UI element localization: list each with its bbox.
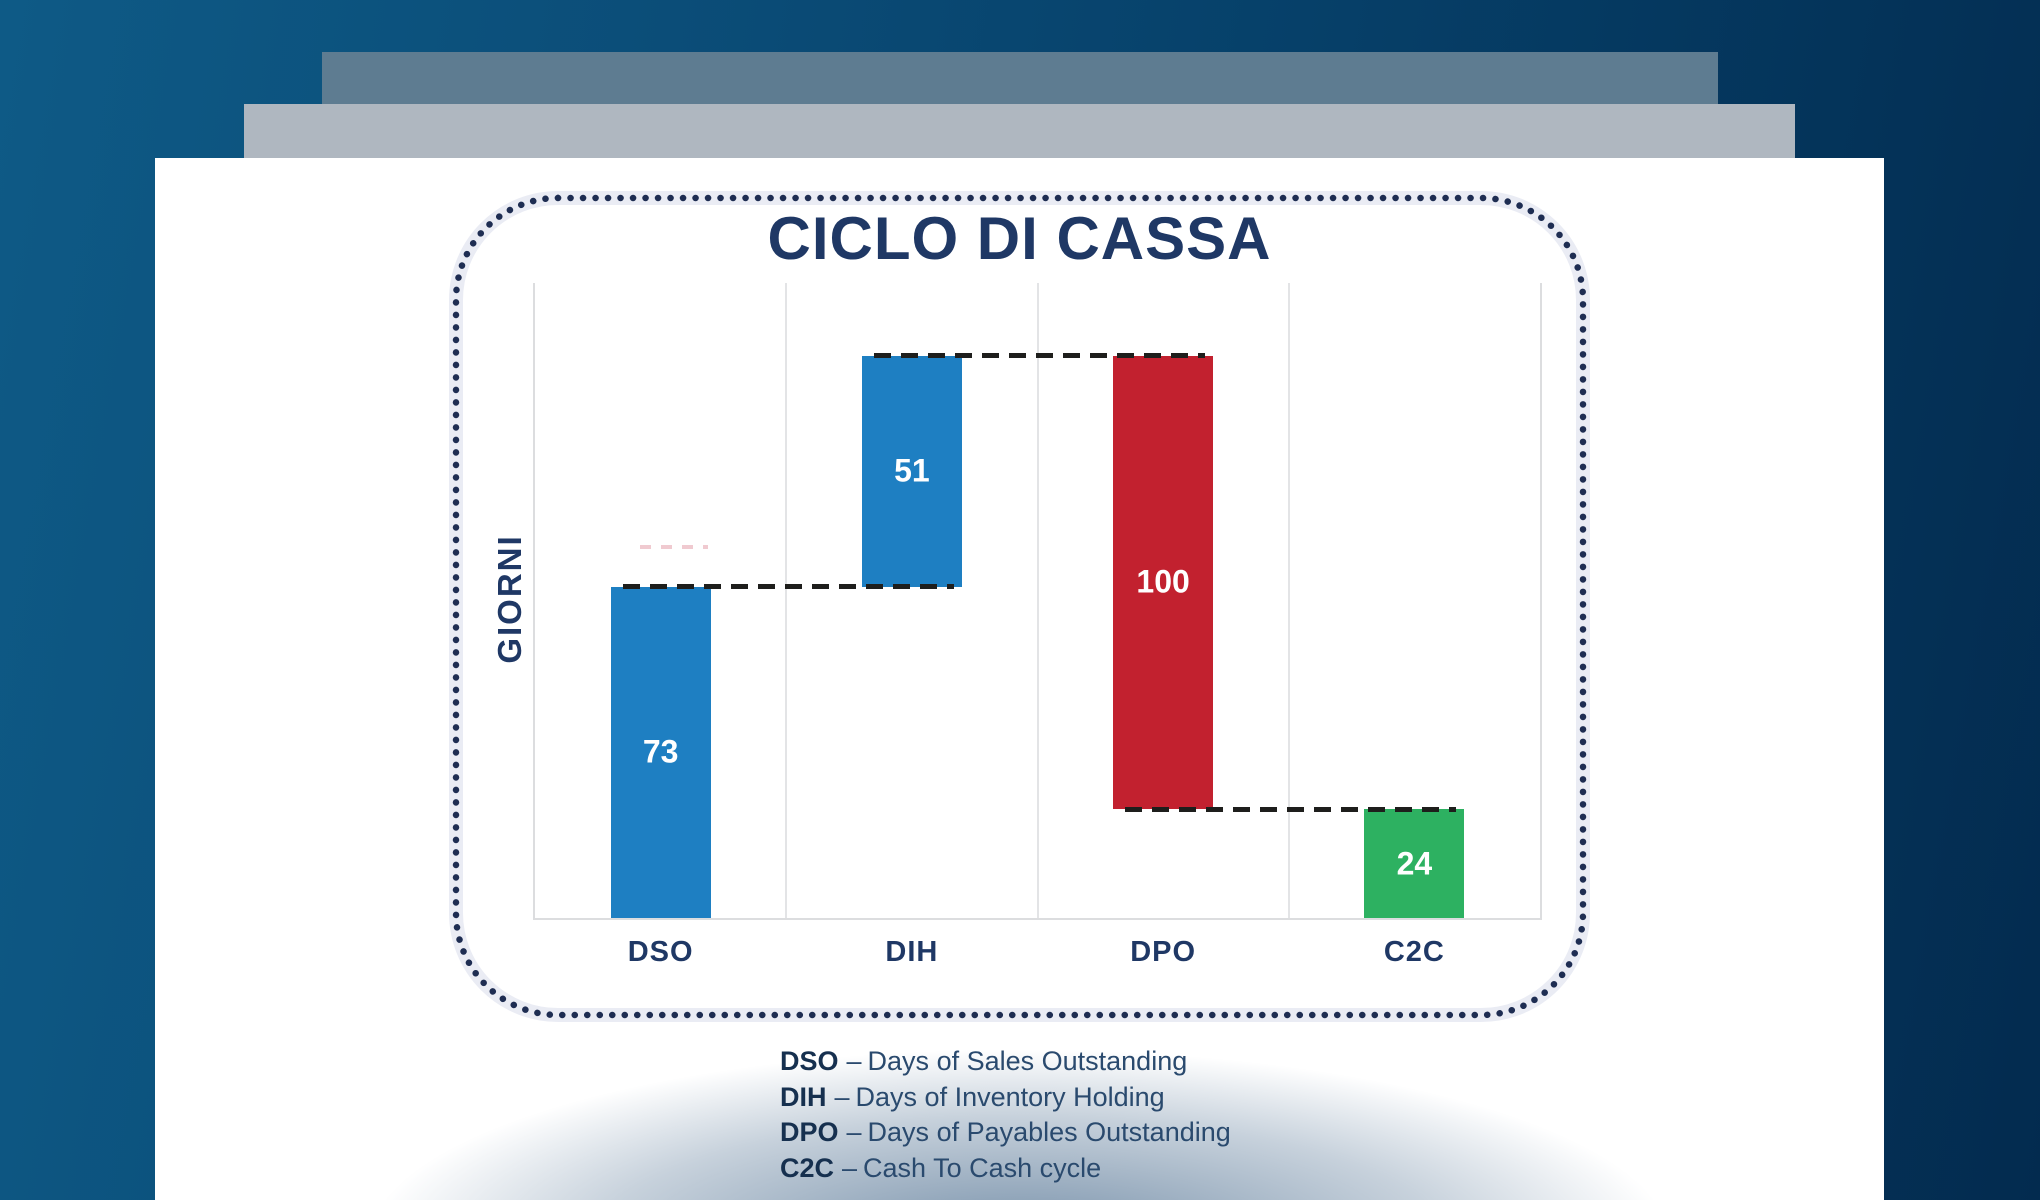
x-axis-label-c2c: C2C — [1383, 936, 1445, 968]
legend-abbr: C2C — [780, 1152, 835, 1183]
legend-item: C2C – Cash To Cash cycle — [780, 1151, 1231, 1187]
plot-area: 73 DSO 51 DIH 100 DPO 24 C2C — [533, 283, 1542, 968]
legend-separator: – — [842, 1152, 858, 1183]
legend-desc: Days of Inventory Holding — [855, 1081, 1165, 1112]
bar-value-label: 24 — [1396, 845, 1433, 882]
dotted-border — [449, 191, 1590, 1022]
bar-dih: 51 — [861, 355, 962, 587]
legend: DSO – Days of Sales Outstanding DIH – Days o… — [780, 1044, 1231, 1186]
connector-dash — [622, 584, 954, 590]
legend-separator: – — [834, 1081, 850, 1112]
gridline — [1287, 283, 1290, 918]
legend-abbr: DIH — [780, 1081, 827, 1112]
bar-value-label: 51 — [894, 452, 930, 489]
connector-dash — [1125, 806, 1457, 812]
chart-title: CICLO DI CASSA — [767, 205, 1272, 272]
x-axis-label-dso: DSO — [627, 936, 694, 968]
x-axis-label-dih: DIH — [885, 936, 939, 968]
bar-dpo: 100 — [1113, 355, 1214, 810]
legend-item: DSO – Days of Sales Outstanding — [780, 1044, 1231, 1080]
legend-desc: Days of Sales Outstanding — [867, 1046, 1188, 1076]
legend-item: DIH – Days of Inventory Holding — [780, 1080, 1231, 1116]
legend-separator: – — [846, 1117, 862, 1147]
main-slide — [155, 158, 1884, 1200]
bar-value-label: 100 — [1136, 563, 1190, 600]
connector-dash — [873, 353, 1206, 359]
bar-dso: 73 — [610, 586, 711, 918]
gridline — [1036, 283, 1039, 918]
legend-abbr: DPO — [780, 1117, 839, 1147]
legend-separator: – — [846, 1046, 862, 1076]
gridline — [785, 283, 788, 918]
legend-desc: Days of Payables Outstanding — [867, 1117, 1231, 1147]
legend-item: DPO – Days of Payables Outstanding — [780, 1115, 1231, 1151]
bar-c2c: 24 — [1364, 809, 1465, 918]
x-axis-label-dpo: DPO — [1130, 936, 1197, 968]
chart-card: CICLO DI CASSA — [448, 190, 1591, 1023]
bar-value-label: 73 — [642, 733, 679, 770]
y-axis-label: GIORNI — [491, 534, 528, 664]
ghost-dash-artifact — [640, 545, 708, 549]
legend-abbr: DSO — [780, 1046, 839, 1076]
legend-desc: Cash To Cash cycle — [863, 1152, 1102, 1183]
